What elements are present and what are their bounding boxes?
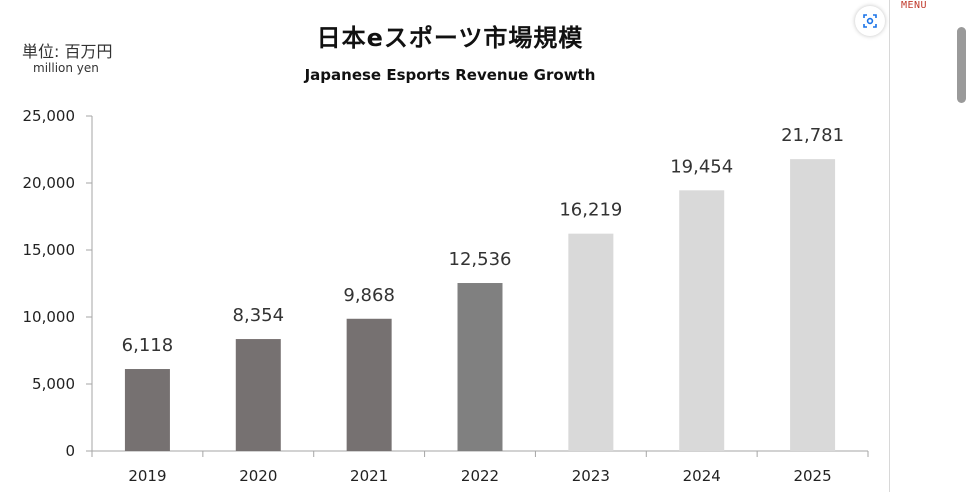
y-tick-label: 10,000: [23, 308, 76, 326]
data-label: 16,219: [559, 200, 622, 221]
bar-2024: [679, 190, 725, 451]
bar-2023: [568, 233, 614, 451]
y-tick-label: 5,000: [32, 375, 75, 393]
y-tick-label: 25,000: [23, 107, 76, 125]
menu-button[interactable]: MENU: [901, 0, 928, 11]
data-label: 6,118: [122, 335, 174, 356]
x-tick-label: 2024: [683, 467, 721, 485]
unit-label-jp: 単位: 百万円: [22, 42, 113, 61]
bar-2021: [346, 318, 392, 451]
x-tick-label: 2021: [350, 467, 388, 485]
data-label: 9,868: [343, 285, 395, 306]
x-tick-label: 2020: [239, 467, 277, 485]
bar-2019: [124, 369, 170, 451]
lens-icon: [863, 14, 877, 28]
chart-title: 日本eスポーツ市場規模: [316, 24, 584, 52]
y-tick-label: 0: [65, 442, 75, 460]
data-label: 12,536: [449, 249, 512, 270]
x-tick-label: 2019: [128, 467, 166, 485]
y-tick-label: 15,000: [23, 241, 76, 259]
x-tick-label: 2022: [461, 467, 499, 485]
data-label: 21,781: [781, 125, 844, 146]
lens-button[interactable]: [855, 6, 885, 36]
scrollbar-thumb[interactable]: [957, 27, 966, 103]
data-label: 8,354: [233, 305, 285, 326]
panel-divider: [889, 0, 890, 492]
bar-2020: [235, 339, 281, 451]
bar-chart: 0 5,000 10,000 15,000 20,000 25,000 6,118 2019…: [23, 107, 869, 485]
chart-subtitle: Japanese Esports Revenue Growth: [304, 66, 596, 84]
unit-label-en: million yen: [33, 61, 99, 75]
x-tick-label: 2023: [572, 467, 610, 485]
bar-2022: [457, 283, 503, 451]
x-tick-label: 2025: [793, 467, 831, 485]
bar-2025: [790, 159, 836, 452]
data-label: 19,454: [670, 156, 733, 177]
y-tick-label: 20,000: [23, 174, 76, 192]
